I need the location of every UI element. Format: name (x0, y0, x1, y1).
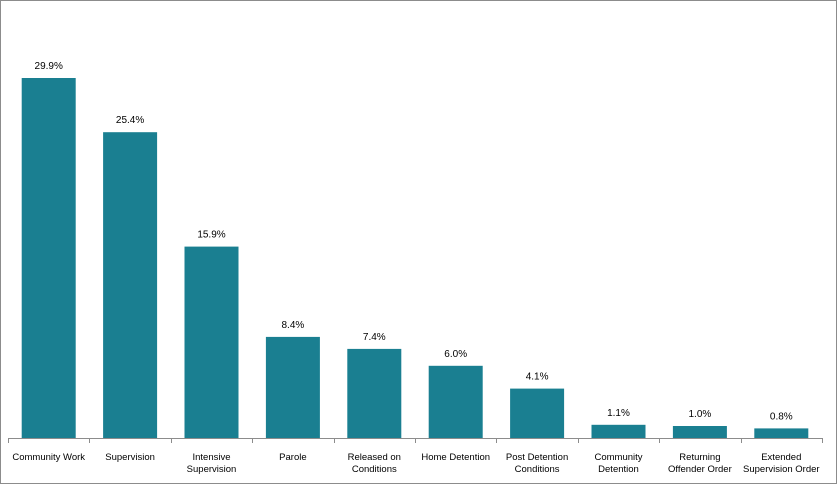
category-label: Intensive Supervision (187, 452, 237, 475)
data-label: 29.9% (35, 61, 63, 72)
tick-marks-layer (8, 438, 823, 443)
bar (265, 336, 320, 438)
category-labels-layer: Community Work Supervision Intensive Superv… (12, 452, 819, 475)
data-label: 1.1% (607, 408, 630, 419)
bar (510, 388, 565, 438)
category-label: Supervision (105, 452, 155, 463)
category-label-line: Extended (761, 452, 801, 463)
category-label-line: Post Detention (506, 452, 568, 463)
category-label-line: Detention (598, 464, 639, 475)
bar (184, 246, 239, 438)
category-label: Returning Offender Order (668, 452, 732, 475)
category-label-line: Community (594, 452, 642, 463)
bar (591, 424, 646, 438)
value-labels-layer: 29.9% 25.4% 15.9% 8.4% 7.4% 6.0% 4.1% 1.1% 1.0% 0… (35, 61, 793, 422)
data-label: 15.9% (197, 230, 225, 241)
category-label: Home Detention (421, 452, 490, 463)
category-label-line: Parole (279, 452, 306, 463)
data-label: 4.1% (526, 372, 549, 383)
data-label: 7.4% (363, 332, 386, 343)
category-label: Parole (279, 452, 306, 463)
category-label: Community Work (12, 452, 85, 463)
data-label: 6.0% (444, 349, 467, 360)
category-label-line: Released on (348, 452, 401, 463)
data-label: 25.4% (116, 115, 144, 126)
category-label-line: Home Detention (421, 452, 490, 463)
category-label-line: Conditions (515, 464, 560, 475)
category-label-line: Community Work (12, 452, 85, 463)
bar (21, 78, 76, 438)
bar (103, 132, 158, 438)
category-label: Extended Supervision Order (743, 452, 820, 475)
bar (347, 348, 402, 438)
category-label-line: Supervision (105, 452, 155, 463)
category-label: Post Detention Conditions (506, 452, 568, 475)
category-label-line: Conditions (352, 464, 397, 475)
data-label: 1.0% (689, 409, 712, 420)
category-label: Community Detention (594, 452, 642, 475)
category-label-line: Returning (679, 452, 720, 463)
bar (754, 428, 809, 438)
category-label-line: Supervision Order (743, 464, 820, 475)
bars-layer (21, 78, 809, 438)
category-label-line: Intensive (192, 452, 230, 463)
category-label-line: Offender Order (668, 464, 732, 475)
category-label: Released on Conditions (348, 452, 401, 475)
data-label: 0.8% (770, 411, 793, 422)
bar (672, 426, 727, 438)
bar (428, 365, 483, 438)
category-label-line: Supervision (187, 464, 237, 475)
data-label: 8.4% (282, 320, 305, 331)
